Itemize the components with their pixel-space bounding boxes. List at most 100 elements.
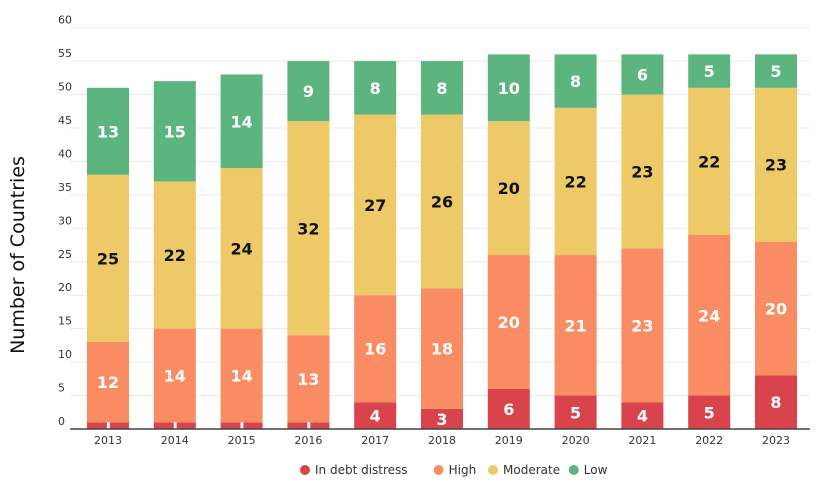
bars: 1 12 25 13 1 14 22 15 1 14 24 14 1 13 32 9 4 16 27 8 3 18 26 8 6… <box>87 54 797 436</box>
bar-segment <box>354 402 397 429</box>
bar-segment <box>487 388 530 429</box>
data-label: 5 <box>770 62 781 81</box>
legend-label: Low <box>584 463 608 477</box>
data-label: 1 <box>236 417 247 436</box>
y-tick-label: 40 <box>58 147 72 160</box>
bar-segment <box>220 74 263 169</box>
y-tick-label: 35 <box>58 181 72 194</box>
bar-segment <box>755 54 797 88</box>
y-tick-labels: 0 5 10 15 20 25 30 35 40 45 50 55 60 <box>58 14 72 428</box>
bar-segment <box>153 422 196 429</box>
data-label: 20 <box>765 300 787 319</box>
bar-segment <box>421 288 463 409</box>
x-tick-label: 2015 <box>228 434 256 447</box>
legend-label: High <box>449 463 477 477</box>
data-label: 23 <box>631 162 653 181</box>
bar-segment <box>287 121 330 336</box>
data-label: 23 <box>765 156 787 175</box>
legend-marker-icon <box>568 465 579 475</box>
data-label: 5 <box>570 403 581 422</box>
bar-segment <box>220 328 263 423</box>
y-tick-label: 60 <box>58 14 72 27</box>
bar-segment <box>220 422 263 429</box>
legend-item[interactable]: Moderate <box>488 463 560 477</box>
data-label: 8 <box>770 393 781 412</box>
bar-segment <box>621 94 664 249</box>
bar-segment <box>688 54 731 88</box>
bar-segment <box>554 255 597 396</box>
bar-segment <box>688 234 731 396</box>
data-label: 8 <box>570 72 581 91</box>
bar-segment <box>487 54 530 122</box>
bar-segment <box>688 87 731 235</box>
data-label: 1 <box>169 417 180 436</box>
data-label: 32 <box>297 219 319 238</box>
x-tick-labels: 2013 2014 2015 2016 2017 2018 2019 2020 2021 2022… <box>94 434 790 447</box>
y-axis-label: Number of Countries <box>7 156 29 354</box>
data-label: 3 <box>436 410 447 429</box>
legend: In debt distress High Moderate Low <box>300 463 608 477</box>
bar-segment <box>87 422 129 429</box>
y-tick-label: 30 <box>58 214 72 227</box>
bar-segment <box>621 54 664 95</box>
bar-segment <box>153 181 196 329</box>
y-tick-label: 0 <box>58 415 65 428</box>
bar-segment <box>421 61 463 115</box>
data-label: 14 <box>230 366 252 385</box>
x-tick-label: 2020 <box>562 434 590 447</box>
y-tick-label: 45 <box>58 114 72 127</box>
bar-segment <box>287 422 330 429</box>
bar-segment <box>87 174 129 343</box>
legend-marker-icon <box>300 465 310 475</box>
data-label: 18 <box>431 340 453 359</box>
bar-segment <box>87 87 129 175</box>
bar-segment <box>755 241 797 376</box>
bar-segment <box>688 395 731 429</box>
bar-segment <box>755 375 797 429</box>
bar-segment <box>354 61 397 115</box>
bar-segment <box>354 295 397 403</box>
data-label: 13 <box>97 122 119 141</box>
bar-segment <box>421 408 463 429</box>
bar-segment <box>621 248 664 403</box>
data-label: 14 <box>230 112 252 131</box>
legend-marker-icon <box>433 465 444 475</box>
x-tick-label: 2014 <box>161 434 189 447</box>
x-tick-label: 2017 <box>361 434 389 447</box>
bar-segment <box>354 114 397 296</box>
data-label: 1 <box>102 417 113 436</box>
data-label: 9 <box>303 82 314 101</box>
y-tick-label: 25 <box>58 248 72 261</box>
legend-item[interactable]: Low <box>568 463 608 477</box>
bar-segment <box>287 61 330 122</box>
bar-segment <box>487 121 530 256</box>
data-label: 6 <box>637 65 648 84</box>
bar-segment <box>87 342 129 423</box>
legend-marker-icon <box>488 465 498 475</box>
data-label: 8 <box>436 79 447 98</box>
data-label: 27 <box>364 196 386 215</box>
bar-segment <box>487 255 530 389</box>
data-label: 22 <box>564 172 586 191</box>
x-tick-label: 2019 <box>495 434 523 447</box>
data-label: 6 <box>503 400 514 419</box>
bar-segment <box>755 87 797 242</box>
legend-item[interactable]: In debt distress <box>300 463 408 477</box>
data-label: 26 <box>431 193 453 212</box>
data-label: 25 <box>97 249 119 268</box>
data-label: 24 <box>230 239 252 258</box>
data-label: 10 <box>498 79 520 98</box>
data-label: 22 <box>698 152 720 171</box>
bar-segment <box>153 81 196 182</box>
legend-item[interactable]: High <box>433 463 477 477</box>
data-label: 24 <box>698 306 720 325</box>
legend-label: In debt distress <box>315 463 408 477</box>
data-label: 14 <box>164 366 186 385</box>
data-label: 22 <box>164 246 186 265</box>
y-tick-label: 10 <box>58 348 72 361</box>
x-tick-label: 2013 <box>94 434 122 447</box>
y-tick-label: 20 <box>58 281 72 294</box>
data-label: 20 <box>498 179 520 198</box>
data-label: 5 <box>704 62 715 81</box>
x-tick-label: 2021 <box>628 434 656 447</box>
